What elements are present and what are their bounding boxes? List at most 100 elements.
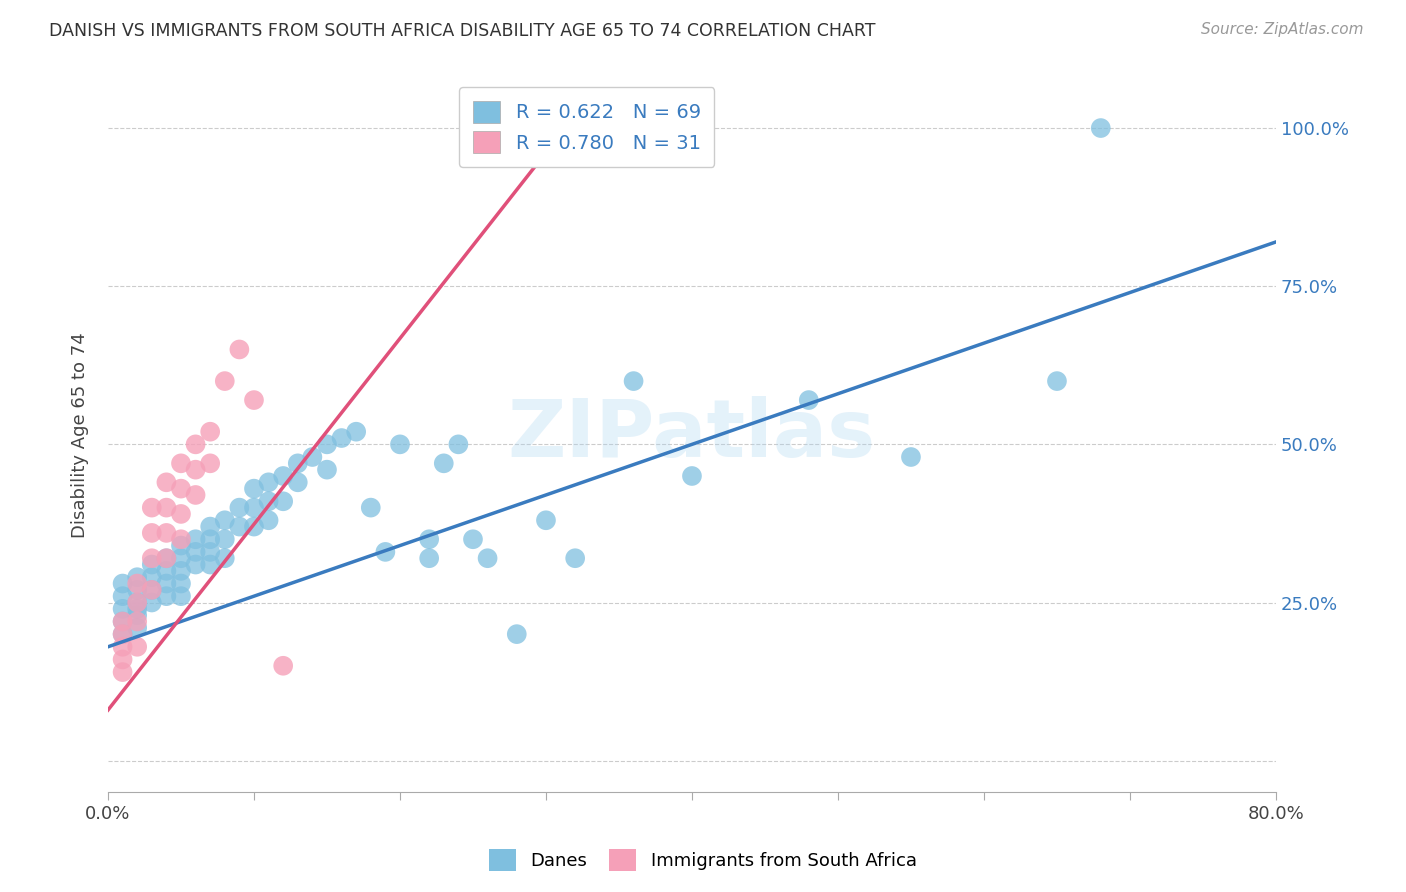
Point bbox=[184, 558, 207, 572]
Point bbox=[344, 425, 367, 439]
Point bbox=[184, 463, 207, 477]
Point bbox=[141, 595, 163, 609]
Point bbox=[141, 570, 163, 584]
Point bbox=[170, 589, 193, 603]
Point bbox=[214, 513, 236, 527]
Point bbox=[141, 558, 163, 572]
Point bbox=[301, 450, 323, 464]
Point bbox=[388, 437, 411, 451]
Point bbox=[170, 551, 193, 566]
Point bbox=[900, 450, 922, 464]
Point bbox=[198, 558, 221, 572]
Point bbox=[271, 658, 294, 673]
Point bbox=[127, 640, 149, 654]
Point bbox=[506, 627, 529, 641]
Point bbox=[170, 482, 193, 496]
Point bbox=[184, 488, 207, 502]
Point bbox=[257, 475, 280, 490]
Point bbox=[198, 545, 221, 559]
Point bbox=[360, 500, 382, 515]
Point bbox=[111, 589, 134, 603]
Point bbox=[330, 431, 353, 445]
Point bbox=[228, 343, 250, 357]
Point bbox=[243, 482, 266, 496]
Legend: R = 0.622   N = 69, R = 0.780   N = 31: R = 0.622 N = 69, R = 0.780 N = 31 bbox=[460, 87, 714, 167]
Point bbox=[155, 589, 177, 603]
Point bbox=[170, 564, 193, 578]
Point bbox=[155, 525, 177, 540]
Point bbox=[127, 602, 149, 616]
Point bbox=[155, 500, 177, 515]
Point bbox=[170, 539, 193, 553]
Point bbox=[243, 393, 266, 408]
Point bbox=[461, 533, 484, 547]
Point bbox=[141, 500, 163, 515]
Point bbox=[111, 640, 134, 654]
Point bbox=[564, 551, 586, 566]
Point bbox=[316, 463, 339, 477]
Point bbox=[243, 519, 266, 533]
Point bbox=[198, 425, 221, 439]
Point bbox=[1090, 121, 1112, 136]
Point bbox=[418, 533, 440, 547]
Text: DANISH VS IMMIGRANTS FROM SOUTH AFRICA DISABILITY AGE 65 TO 74 CORRELATION CHART: DANISH VS IMMIGRANTS FROM SOUTH AFRICA D… bbox=[49, 22, 876, 40]
Point bbox=[184, 533, 207, 547]
Text: Source: ZipAtlas.com: Source: ZipAtlas.com bbox=[1201, 22, 1364, 37]
Point bbox=[155, 576, 177, 591]
Point bbox=[127, 570, 149, 584]
Point bbox=[155, 551, 177, 566]
Point bbox=[1046, 374, 1069, 388]
Point bbox=[170, 456, 193, 470]
Point bbox=[170, 576, 193, 591]
Point bbox=[127, 608, 149, 623]
Point bbox=[214, 533, 236, 547]
Point bbox=[141, 525, 163, 540]
Point bbox=[418, 551, 440, 566]
Point bbox=[127, 615, 149, 629]
Point bbox=[520, 121, 543, 136]
Point bbox=[681, 469, 703, 483]
Point bbox=[155, 551, 177, 566]
Point bbox=[477, 551, 499, 566]
Point bbox=[141, 582, 163, 597]
Point bbox=[127, 621, 149, 635]
Point bbox=[155, 475, 177, 490]
Point bbox=[111, 602, 134, 616]
Point bbox=[287, 475, 309, 490]
Point bbox=[111, 576, 134, 591]
Point bbox=[198, 456, 221, 470]
Point bbox=[198, 519, 221, 533]
Point bbox=[111, 615, 134, 629]
Point bbox=[257, 513, 280, 527]
Point bbox=[214, 374, 236, 388]
Y-axis label: Disability Age 65 to 74: Disability Age 65 to 74 bbox=[72, 332, 89, 538]
Point bbox=[111, 627, 134, 641]
Point bbox=[433, 456, 456, 470]
Point bbox=[127, 595, 149, 609]
Point bbox=[170, 533, 193, 547]
Point bbox=[141, 551, 163, 566]
Point bbox=[170, 507, 193, 521]
Point bbox=[257, 494, 280, 508]
Point bbox=[243, 500, 266, 515]
Point bbox=[214, 551, 236, 566]
Point bbox=[623, 374, 645, 388]
Point bbox=[271, 469, 294, 483]
Point bbox=[287, 456, 309, 470]
Point bbox=[184, 437, 207, 451]
Point bbox=[141, 582, 163, 597]
Point bbox=[316, 437, 339, 451]
Point bbox=[447, 437, 470, 451]
Point bbox=[111, 615, 134, 629]
Text: ZIPatlas: ZIPatlas bbox=[508, 396, 876, 474]
Point bbox=[228, 500, 250, 515]
Point bbox=[127, 576, 149, 591]
Point bbox=[127, 595, 149, 609]
Point bbox=[228, 519, 250, 533]
Point bbox=[127, 582, 149, 597]
Point bbox=[111, 652, 134, 666]
Point bbox=[198, 533, 221, 547]
Point bbox=[184, 545, 207, 559]
Point bbox=[534, 513, 557, 527]
Point bbox=[271, 494, 294, 508]
